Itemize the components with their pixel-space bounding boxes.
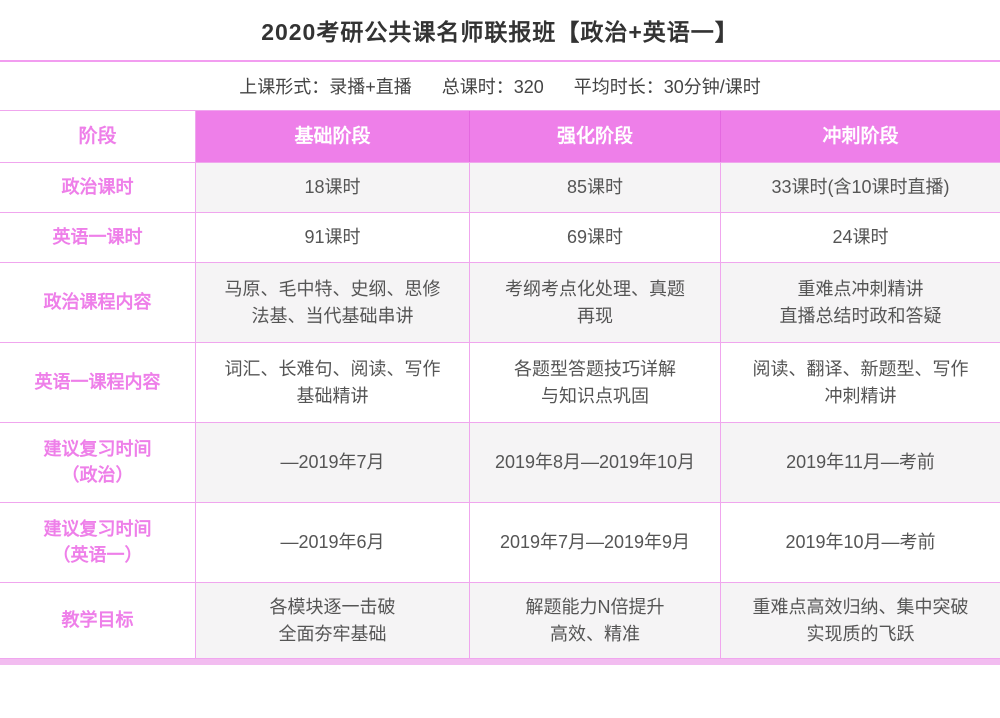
table-row-teaching-goals: 教学目标 各模块逐一击破 全面夯牢基础 解题能力N倍提升 高效、精准 重难点高效… xyxy=(0,583,1000,659)
stage-header-cell: 阶段 xyxy=(0,111,196,162)
table-cell: 2019年10月—考前 xyxy=(721,503,1000,582)
row-label: 建议复习时间 （英语一） xyxy=(0,503,196,582)
table-row-english-content: 英语一课程内容 词汇、长难句、阅读、写作 基础精讲 各题型答题技巧详解 与知识点… xyxy=(0,343,1000,423)
table-row-review-time-politics: 建议复习时间 （政治） —2019年7月 2019年8月—2019年10月 20… xyxy=(0,423,1000,503)
table-header-row: 阶段 基础阶段 强化阶段 冲刺阶段 xyxy=(0,111,1000,163)
page-title: 2020考研公共课名师联报班【政治+英语一】 xyxy=(261,19,739,45)
table-cell: 33课时(含10课时直播) xyxy=(721,163,1000,212)
table-cell: 2019年11月—考前 xyxy=(721,423,1000,502)
title-bar: 2020考研公共课名师联报班【政治+英语一】 xyxy=(0,0,1000,60)
row-label: 政治课时 xyxy=(0,163,196,212)
table-cell: 阅读、翻译、新题型、写作 冲刺精讲 xyxy=(721,343,1000,422)
table-cell: —2019年7月 xyxy=(196,423,470,502)
row-label: 教学目标 xyxy=(0,583,196,658)
table-cell: 考纲考点化处理、真题 再现 xyxy=(470,263,721,342)
total-hours-text: 总课时：320 xyxy=(441,77,544,97)
table-row-english-hours: 英语一课时 91课时 69课时 24课时 xyxy=(0,213,1000,263)
table-cell: 各题型答题技巧详解 与知识点巩固 xyxy=(470,343,721,422)
table-cell: 69课时 xyxy=(470,213,721,262)
table-cell: 各模块逐一击破 全面夯牢基础 xyxy=(196,583,470,658)
phase-header-basic: 基础阶段 xyxy=(196,111,470,162)
row-label: 英语一课程内容 xyxy=(0,343,196,422)
table-cell: 重难点冲刺精讲 直播总结时政和答疑 xyxy=(721,263,1000,342)
table-cell: 24课时 xyxy=(721,213,1000,262)
row-label: 政治课程内容 xyxy=(0,263,196,342)
table-cell: 2019年7月—2019年9月 xyxy=(470,503,721,582)
table-row-politics-content: 政治课程内容 马原、毛中特、史纲、思修 法基、当代基础串讲 考纲考点化处理、真题… xyxy=(0,263,1000,343)
table-cell: 91课时 xyxy=(196,213,470,262)
table-cell: 解题能力N倍提升 高效、精准 xyxy=(470,583,721,658)
table-bottom-accent-bar xyxy=(0,659,1000,665)
title-divider xyxy=(0,60,1000,62)
table-cell: 18课时 xyxy=(196,163,470,212)
course-info-bar: 上课形式：录播+直播 总课时：320 平均时长：30分钟/课时 xyxy=(0,62,1000,110)
table-cell: 重难点高效归纳、集中突破 实现质的飞跃 xyxy=(721,583,1000,658)
table-cell: 85课时 xyxy=(470,163,721,212)
table-cell: —2019年6月 xyxy=(196,503,470,582)
row-label: 英语一课时 xyxy=(0,213,196,262)
table-cell: 马原、毛中特、史纲、思修 法基、当代基础串讲 xyxy=(196,263,470,342)
table-row-politics-hours: 政治课时 18课时 85课时 33课时(含10课时直播) xyxy=(0,163,1000,213)
avg-duration-text: 平均时长：30分钟/课时 xyxy=(573,77,761,97)
course-schedule-table: 阶段 基础阶段 强化阶段 冲刺阶段 政治课时 18课时 85课时 33课时(含1… xyxy=(0,110,1000,659)
phase-header-sprint: 冲刺阶段 xyxy=(721,111,1000,162)
phase-header-intensive: 强化阶段 xyxy=(470,111,721,162)
table-cell: 2019年8月—2019年10月 xyxy=(470,423,721,502)
class-format-text: 上课形式：录播+直播 xyxy=(239,77,412,97)
table-row-review-time-english: 建议复习时间 （英语一） —2019年6月 2019年7月—2019年9月 20… xyxy=(0,503,1000,583)
table-cell: 词汇、长难句、阅读、写作 基础精讲 xyxy=(196,343,470,422)
row-label: 建议复习时间 （政治） xyxy=(0,423,196,502)
